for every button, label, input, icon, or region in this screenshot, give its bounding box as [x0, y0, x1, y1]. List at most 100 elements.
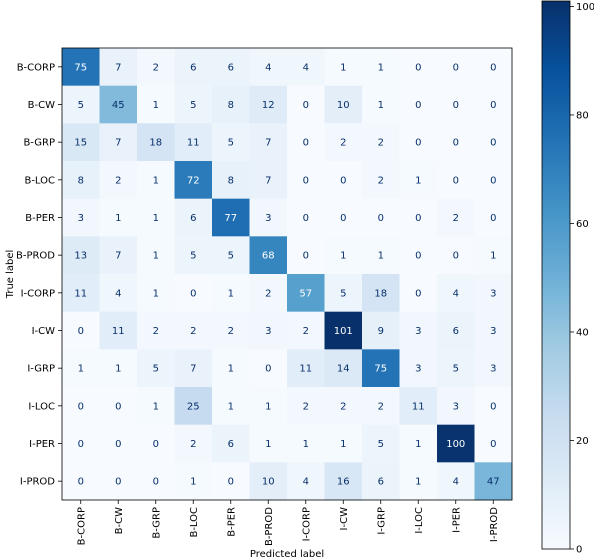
matrix-cell	[249, 198, 288, 237]
matrix-cell-value: 7	[190, 364, 196, 375]
matrix-cell	[249, 161, 288, 200]
matrix-cell	[287, 387, 325, 426]
matrix-cell-value: 25	[187, 401, 200, 412]
matrix-cell-value: 3	[415, 326, 421, 337]
matrix-cell	[287, 462, 325, 501]
matrix-cell	[324, 198, 363, 237]
matrix-cell-value: 9	[378, 326, 384, 337]
matrix-cell-value: 1	[153, 100, 159, 111]
matrix-cell-value: 0	[415, 138, 421, 149]
matrix-cell	[99, 311, 138, 350]
matrix-cell-value: 1	[153, 401, 159, 412]
matrix-cell-value: 7	[115, 62, 121, 73]
matrix-cell	[474, 85, 513, 124]
matrix-cell	[362, 274, 400, 313]
matrix-cell	[174, 123, 213, 162]
matrix-cell	[362, 161, 400, 200]
matrix-cell-value: 1	[228, 364, 234, 375]
matrix-cell-value: 2	[303, 401, 309, 412]
x-tick-label: B-LOC	[189, 507, 200, 538]
matrix-cell-value: 1	[78, 364, 84, 375]
matrix-cell	[99, 387, 138, 426]
x-tick-label: I-PER	[451, 507, 462, 533]
matrix-cell	[212, 387, 250, 426]
matrix-cell-value: 6	[228, 439, 234, 450]
y-tick-label: I-CW	[32, 326, 56, 337]
matrix-cell-value: 2	[378, 175, 384, 186]
matrix-cell-value: 18	[374, 288, 387, 299]
matrix-cell-value: 1	[190, 477, 196, 488]
matrix-cell	[474, 48, 513, 87]
matrix-cell	[399, 48, 438, 87]
matrix-cell	[287, 311, 325, 350]
matrix-cell	[62, 349, 100, 388]
matrix-cell-value: 0	[78, 326, 84, 337]
matrix-cell	[174, 48, 213, 87]
x-tick-label: B-GRP	[151, 507, 162, 539]
matrix-cell	[399, 123, 438, 162]
matrix-cell-value: 45	[112, 100, 125, 111]
matrix-cell-value: 68	[262, 251, 275, 262]
matrix-cell	[437, 161, 475, 200]
matrix-cell-value: 1	[115, 213, 121, 224]
matrix-cell-value: 5	[340, 288, 346, 299]
matrix-cell-value: 75	[74, 62, 87, 73]
colorbar-tick-label: 100	[576, 2, 594, 13]
matrix-cell-value: 5	[190, 251, 196, 262]
matrix-cell-value: 11	[412, 401, 425, 412]
matrix-cell-value: 72	[187, 175, 200, 186]
matrix-cell	[137, 198, 175, 237]
matrix-cell	[324, 311, 363, 350]
matrix-cell-value: 0	[303, 100, 309, 111]
matrix-cell	[137, 349, 175, 388]
matrix-cell-value: 2	[453, 213, 459, 224]
x-tick-label: B-PER	[226, 507, 237, 537]
matrix-cell	[399, 161, 438, 200]
x-tick-label: I-LOC	[414, 507, 425, 534]
matrix-cell	[212, 85, 250, 124]
y-tick-label: I-PROD	[20, 477, 55, 488]
matrix-cell-value: 101	[334, 326, 353, 337]
x-axis-title: Predicted label	[250, 549, 324, 558]
matrix-cell	[62, 424, 100, 463]
matrix-cell-value: 1	[415, 439, 421, 450]
matrix-cell-value: 6	[453, 326, 459, 337]
matrix-cell	[324, 387, 363, 426]
matrix-cell-value: 13	[74, 251, 87, 262]
matrix-cell	[437, 123, 475, 162]
x-tick-label: I-PROD	[489, 507, 500, 542]
matrix-cell	[287, 274, 325, 313]
matrix-cell	[324, 48, 363, 87]
matrix-cell-value: 7	[265, 175, 271, 186]
matrix-cell-value: 0	[490, 175, 496, 186]
matrix-cell-value: 7	[115, 251, 121, 262]
matrix-cell	[62, 274, 100, 313]
matrix-cell-value: 0	[228, 477, 234, 488]
matrix-cell-value: 18	[149, 138, 162, 149]
matrix-cell-value: 3	[453, 401, 459, 412]
matrix-cell	[287, 424, 325, 463]
matrix-cell	[249, 85, 288, 124]
matrix-cell	[212, 311, 250, 350]
matrix-cell	[249, 123, 288, 162]
matrix-cell	[99, 161, 138, 200]
matrix-cell-value: 0	[415, 251, 421, 262]
matrix-cell	[362, 123, 400, 162]
matrix-cell-value: 5	[153, 364, 159, 375]
colorbar-tick-label: 60	[576, 219, 589, 230]
matrix-cell	[474, 123, 513, 162]
matrix-cell-value: 10	[262, 477, 275, 488]
matrix-cell-value: 0	[490, 439, 496, 450]
matrix-cell-value: 2	[153, 326, 159, 337]
matrix-cell-value: 0	[265, 364, 271, 375]
colorbar-tick-label: 0	[576, 545, 582, 556]
matrix-cell	[62, 387, 100, 426]
matrix-cell	[324, 349, 363, 388]
matrix-cell	[99, 274, 138, 313]
matrix-cell	[399, 387, 438, 426]
matrix-cell-value: 11	[187, 138, 200, 149]
matrix-cell	[474, 424, 513, 463]
matrix-cell-value: 0	[153, 439, 159, 450]
matrix-cell	[137, 274, 175, 313]
matrix-cell-value: 2	[340, 401, 346, 412]
